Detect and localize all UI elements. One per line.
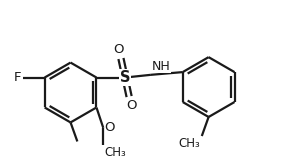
Text: O: O <box>105 121 115 134</box>
Text: S: S <box>120 70 130 85</box>
Text: O: O <box>113 44 124 56</box>
Text: F: F <box>13 71 21 84</box>
Text: O: O <box>127 99 137 112</box>
Text: CH₃: CH₃ <box>105 145 126 159</box>
Text: NH: NH <box>152 60 171 73</box>
Text: CH₃: CH₃ <box>179 137 200 150</box>
